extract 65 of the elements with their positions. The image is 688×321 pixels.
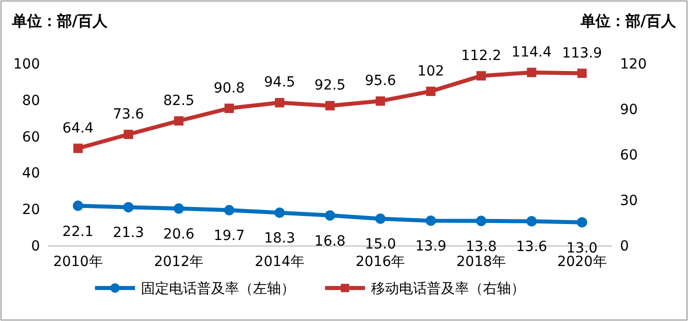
y-tick-label: 20: [22, 202, 40, 218]
point: [174, 203, 184, 214]
data-label: 95.6: [364, 73, 396, 90]
data-label: 13.8: [466, 238, 497, 255]
point: [375, 213, 386, 224]
point: [426, 215, 436, 226]
point: [174, 116, 184, 126]
data-label: 114.4: [512, 44, 552, 60]
y-tick-label: 40: [22, 166, 40, 182]
data-label: 94.5: [264, 74, 296, 91]
point: [376, 96, 386, 106]
y2-tick-label: 90: [620, 102, 638, 118]
data-label: 20.6: [163, 226, 194, 243]
y2-tick-label: 120: [620, 56, 647, 72]
data-label: 13.0: [566, 240, 598, 256]
point: [476, 71, 486, 81]
point: [526, 216, 537, 226]
point: [324, 210, 336, 221]
y-axis-title: 单位：部/百人: [11, 12, 108, 30]
data-label: 92.5: [314, 78, 346, 94]
y-tick-label: 100: [13, 56, 40, 72]
data-label: 13.9: [415, 238, 446, 255]
y2-tick-label: 60: [620, 147, 638, 164]
point: [577, 68, 587, 78]
point: [325, 101, 335, 110]
point: [274, 207, 285, 218]
y2-tick-label: 0: [620, 238, 629, 254]
legend-label: 固定电话普及率（左轴）: [141, 280, 295, 297]
point: [224, 204, 234, 216]
point: [274, 98, 284, 108]
data-label: 90.8: [214, 80, 245, 96]
x-tick-label: 2018年: [456, 254, 506, 270]
point: [72, 200, 84, 211]
y-tick-label: 60: [22, 129, 40, 146]
y2-axis-title: 单位：部/百人: [580, 12, 677, 30]
data-label: 18.3: [264, 230, 296, 247]
x-tick-label: 2020年: [557, 254, 607, 270]
x-tick-label: 2014年: [254, 254, 304, 270]
y2-tick-label: 30: [620, 192, 638, 209]
point: [526, 68, 536, 78]
data-label: 64.4: [62, 120, 94, 136]
data-label: 112.2: [461, 48, 502, 64]
data-label: 21.3: [112, 225, 144, 242]
point: [124, 130, 134, 140]
point: [73, 144, 83, 154]
point: [476, 216, 486, 226]
point: [426, 86, 436, 96]
data-label: 102: [417, 63, 444, 80]
data-label: 13.6: [516, 239, 548, 256]
data-label: 73.6: [112, 106, 144, 122]
data-label: 19.7: [214, 228, 245, 244]
y-tick-label: 0: [31, 238, 40, 254]
data-label: 16.8: [314, 233, 346, 250]
data-label: 82.5: [163, 92, 194, 109]
point: [123, 202, 134, 212]
data-label: 22.1: [62, 224, 94, 240]
legend-label: 移动电话普及率（右轴）: [371, 280, 525, 297]
x-tick-label: 2016年: [356, 254, 406, 270]
data-label: 113.9: [562, 45, 602, 62]
point: [224, 104, 234, 113]
x-tick-label: 2012年: [154, 254, 204, 270]
x-tick-label: 2010年: [53, 254, 103, 270]
y-tick-label: 80: [22, 92, 40, 109]
point: [576, 217, 588, 228]
data-label: 15.0: [364, 236, 396, 253]
